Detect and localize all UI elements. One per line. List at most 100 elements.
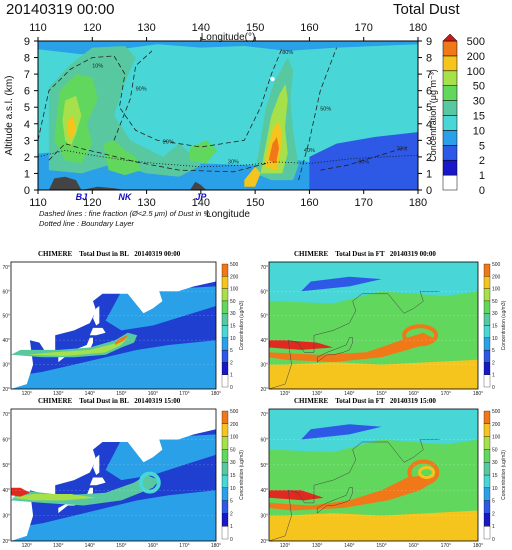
- percent-label: 50%: [320, 107, 331, 113]
- map-colorbar-bin: [483, 374, 491, 388]
- coastline: [269, 291, 440, 389]
- x-tick-label-top: 150: [246, 22, 264, 34]
- colorbar-bin: [442, 174, 458, 191]
- map-colorbar-tick: 5: [492, 499, 495, 505]
- map-x-tick-label: 130°: [53, 391, 63, 397]
- map-y-tick-label: 30°: [2, 363, 10, 369]
- map-colorbar-tick: 15: [230, 324, 236, 330]
- map-colorbar-tick: 1: [492, 524, 495, 530]
- terrain-jp: [190, 181, 207, 190]
- map-y-tick-label: 60°: [260, 437, 268, 443]
- colorbar-bin: [442, 115, 458, 131]
- map-colorbar-tick: 100: [492, 435, 501, 441]
- map-area: [11, 262, 216, 389]
- dust-core-west: [11, 487, 30, 497]
- map-colorbar-bin: [483, 362, 491, 375]
- colorbar-bin: [442, 55, 458, 72]
- colorbar-cap: [442, 33, 458, 42]
- map-bl-0000: 120° 130° 140° 150° 160° 170° 180°20°30°40°50°…: [2, 261, 245, 397]
- map-colorbar-tick: 5: [492, 348, 495, 354]
- map-colorbar-bin: [483, 337, 491, 351]
- map-y-tick-label: 20°: [260, 539, 268, 545]
- map-colorbar-tick: 500: [492, 409, 501, 415]
- x-tick-label: 120: [83, 197, 101, 209]
- land: [11, 262, 216, 389]
- cross-section-chart: 10%20%30%40%50%60%70%80%90%1101101201201…: [4, 22, 485, 220]
- colorbar-tick-label: 10: [473, 125, 485, 137]
- x-tick-label: 130: [137, 197, 155, 209]
- map-colorbar-bin: [221, 337, 229, 351]
- map-x-tick-label: 170°: [441, 543, 451, 549]
- map-x-tick-label: 120°: [22, 543, 32, 549]
- map-y-tick-label: 20°: [2, 539, 10, 545]
- map-y-tick-label: 40°: [2, 338, 10, 344]
- y-tick-label: 1: [24, 168, 30, 180]
- map-border: [10, 408, 217, 542]
- map-colorbar-tick: 30: [492, 460, 498, 466]
- map-x-tick-label: 130°: [312, 543, 322, 549]
- map-colorbar-bin: [221, 487, 229, 501]
- map-colorbar-bin: [483, 288, 491, 302]
- map-colorbar-tick: 0: [492, 385, 495, 391]
- map-x-tick-label: 150°: [116, 543, 126, 549]
- map-colorbar-bin: [221, 436, 229, 450]
- map-ft-0000: 120° 130° 140° 150° 160° 170° 180°20°30°40°50°…: [260, 261, 507, 397]
- map-colorbar-bin: [221, 276, 229, 289]
- map-colorbar-bin: [221, 288, 229, 302]
- band-top: [38, 41, 418, 55]
- map-y-tick-label: 70°: [2, 265, 10, 271]
- colorbar-tick-label: 1: [479, 170, 485, 182]
- map3-title: CHIMERE Total Dust in BL 20140319 15:00: [38, 397, 181, 405]
- map-colorbar-label: Concentration (ug/m3): [501, 450, 507, 500]
- map-x-tick-label: 170°: [179, 543, 189, 549]
- percent-label: 30%: [228, 160, 239, 166]
- map-y-tick-label: 50°: [260, 463, 268, 469]
- map-x-tick-label: 120°: [280, 543, 290, 549]
- y-tick-label-right: 2: [426, 152, 432, 164]
- map-colorbar-bin: [483, 513, 491, 527]
- map-y-tick-label: 40°: [260, 338, 268, 344]
- x-tick-label-top: 110: [29, 22, 47, 34]
- map-colorbar-tick: 10: [492, 486, 498, 492]
- percent-label: 80%: [282, 50, 293, 56]
- percent-label: 20%: [163, 140, 174, 146]
- map-colorbar-bin: [483, 263, 491, 277]
- map-y-tick-label: 60°: [2, 289, 10, 295]
- y-tick-label-right: 7: [426, 69, 432, 81]
- map-colorbar-tick: 0: [230, 385, 233, 391]
- map-x-tick-label: 160°: [409, 543, 419, 549]
- map-border: [268, 408, 479, 542]
- y-tick-label: 3: [24, 135, 30, 147]
- map-x-tick-label: 150°: [376, 543, 386, 549]
- map-colorbar-bin: [483, 410, 491, 424]
- map-colorbar-bin: [483, 349, 491, 363]
- colorbar-tick-label: 100: [467, 66, 485, 78]
- map-colorbar-tick: 15: [492, 473, 498, 479]
- ft-south: [269, 510, 478, 541]
- y-tick-label: 9: [24, 36, 30, 48]
- land-hokkaido: [89, 327, 106, 336]
- map-colorbar-tick: 200: [492, 422, 501, 428]
- map-colorbar-tick: 200: [230, 274, 239, 280]
- map-colorbar-tick: 100: [230, 435, 239, 441]
- map-colorbar-bin: [483, 300, 491, 314]
- ft-plume-core: [269, 340, 334, 350]
- ocean-mid: [11, 340, 216, 389]
- map-colorbar-bin: [221, 474, 229, 488]
- colorbar-tick-label: 5: [479, 140, 485, 152]
- note-boundary-layer: Dotted line : Boundary Layer: [39, 219, 135, 228]
- map-colorbar-bin: [221, 449, 229, 463]
- map-colorbar-bin: [221, 513, 229, 527]
- map-x-tick-label: 180°: [211, 543, 221, 549]
- map-y-tick-label: 50°: [260, 314, 268, 320]
- y-tick-label-right: 8: [426, 53, 432, 65]
- colorbar-bin: [442, 85, 458, 101]
- map-colorbar-tick: 1: [230, 524, 233, 530]
- map-colorbar-tick: 50: [492, 299, 498, 305]
- colorbar-tick-label: 500: [467, 36, 485, 48]
- x-tick-label: 140: [192, 197, 210, 209]
- map-colorbar-bin: [221, 374, 229, 388]
- figure-date-title: 20140319 00:00: [6, 1, 115, 18]
- y-tick-label-right: 9: [426, 36, 432, 48]
- map-bl-1500: 120° 130° 140° 150° 160° 170° 180°20°30°40°50°…: [2, 408, 245, 549]
